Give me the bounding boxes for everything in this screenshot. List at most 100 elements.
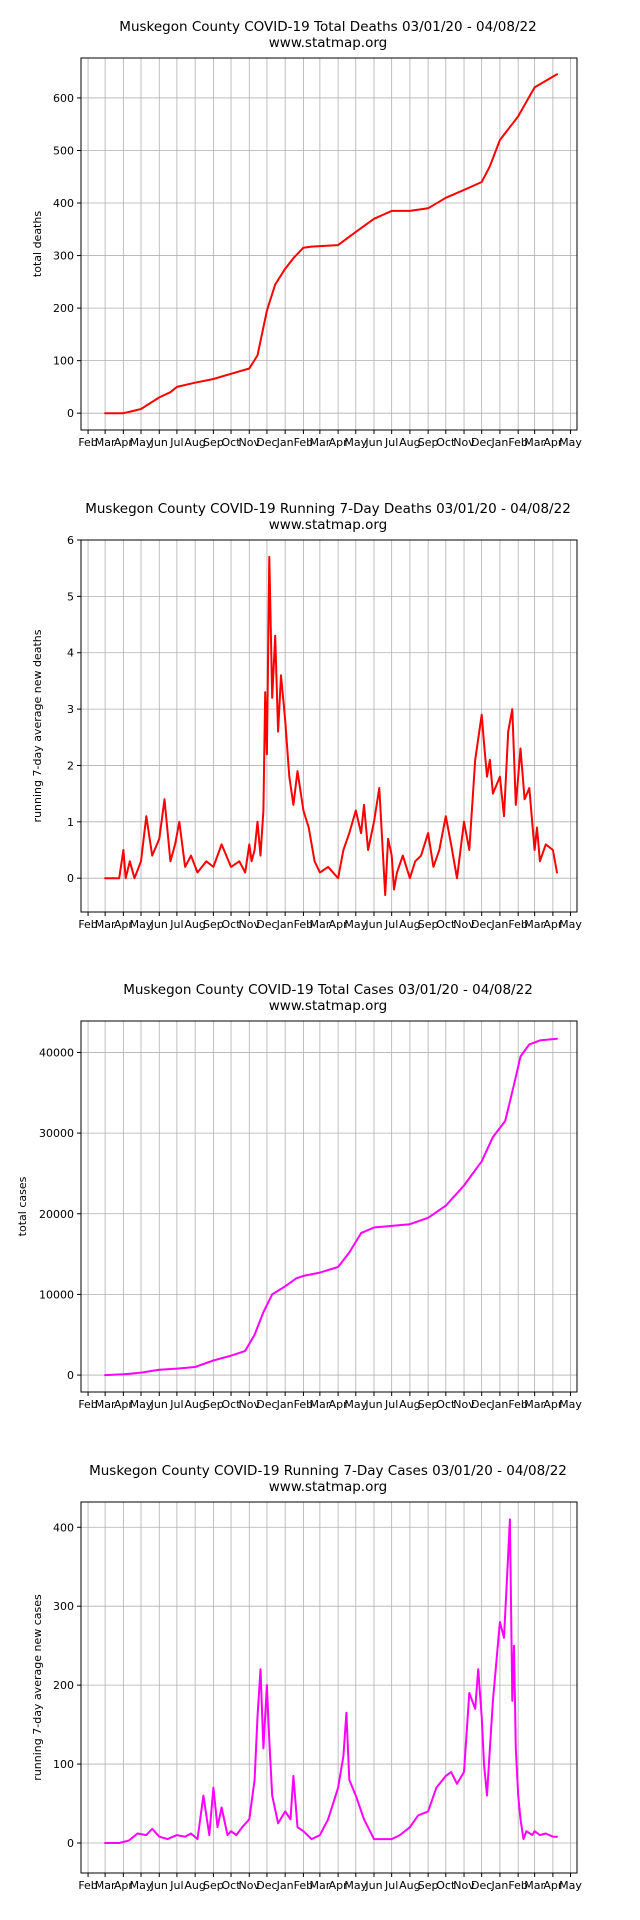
x-tick-label: Apr bbox=[329, 436, 349, 449]
x-tick-label: Nov bbox=[453, 1879, 475, 1892]
chart-panel-4: Muskegon County COVID-19 Running 7-Day C… bbox=[31, 1463, 582, 1892]
x-tick-label: Oct bbox=[222, 1879, 242, 1892]
x-tick-label: May bbox=[130, 1398, 153, 1411]
x-tick-label: May bbox=[130, 436, 153, 449]
x-tick-label: Oct bbox=[222, 918, 242, 931]
y-tick-label: 4 bbox=[67, 647, 74, 660]
series-line bbox=[104, 1518, 558, 1844]
x-tick-label: Aug bbox=[399, 436, 420, 449]
x-tick-label: Jan bbox=[276, 918, 294, 931]
x-tick-label: Apr bbox=[543, 918, 563, 931]
chart-title: Muskegon County COVID-19 Total Cases 03/… bbox=[123, 982, 533, 998]
x-tick-label: Mar bbox=[95, 1398, 116, 1411]
x-tick-label: Jul bbox=[384, 1879, 398, 1892]
x-tick-label: Jan bbox=[276, 1879, 294, 1892]
x-tick-label: Nov bbox=[239, 918, 261, 931]
plot-frame bbox=[80, 539, 578, 913]
x-tick-label: Jun bbox=[150, 1879, 168, 1892]
x-tick-label: Sep bbox=[203, 436, 224, 449]
x-tick-label: Apr bbox=[329, 1879, 349, 1892]
x-tick-label: Nov bbox=[453, 918, 475, 931]
plot-frame bbox=[80, 1501, 578, 1874]
x-tick-label: Aug bbox=[399, 1879, 420, 1892]
chart-panel-1: Muskegon County COVID-19 Total Deaths 03… bbox=[31, 19, 582, 449]
chart-title: Muskegon County COVID-19 Total Deaths 03… bbox=[119, 19, 536, 35]
y-tick-label: 0 bbox=[67, 1369, 74, 1382]
chart-panel-3: Muskegon County COVID-19 Total Cases 03/… bbox=[16, 982, 582, 1411]
y-tick-label: 300 bbox=[53, 250, 74, 263]
x-tick-label: Oct bbox=[436, 1879, 456, 1892]
x-tick-label: Nov bbox=[239, 436, 261, 449]
x-tick-label: Mar bbox=[524, 1879, 545, 1892]
x-tick-label: Jul bbox=[169, 436, 183, 449]
x-tick-label: May bbox=[559, 1879, 582, 1892]
y-tick-label: 6 bbox=[67, 534, 74, 547]
chart-subtitle: www.statmap.org bbox=[269, 998, 388, 1014]
x-tick-label: Jun bbox=[364, 1879, 382, 1892]
x-tick-label: Apr bbox=[543, 436, 563, 449]
y-tick-label: 200 bbox=[53, 302, 74, 315]
x-tick-label: Dec bbox=[471, 918, 492, 931]
x-tick-label: Mar bbox=[309, 1879, 330, 1892]
x-tick-label: Mar bbox=[309, 436, 330, 449]
chart-subtitle: www.statmap.org bbox=[269, 35, 388, 51]
y-axis-label: total cases bbox=[16, 1176, 29, 1236]
x-tick-label: Aug bbox=[184, 1879, 205, 1892]
series-line bbox=[104, 73, 558, 415]
x-tick-label: Mar bbox=[524, 1398, 545, 1411]
x-tick-label: Feb bbox=[508, 918, 527, 931]
chart-panel-2: Muskegon County COVID-19 Running 7-Day D… bbox=[31, 501, 582, 931]
x-tick-label: Mar bbox=[95, 1879, 116, 1892]
y-tick-label: 5 bbox=[67, 590, 74, 603]
y-tick-label: 0 bbox=[67, 407, 74, 420]
x-tick-label: Mar bbox=[524, 918, 545, 931]
x-tick-label: Apr bbox=[114, 918, 134, 931]
y-tick-label: 200 bbox=[53, 1679, 74, 1692]
y-tick-label: 0 bbox=[67, 1837, 74, 1850]
x-tick-label: Jun bbox=[150, 1398, 168, 1411]
x-tick-label: Feb bbox=[508, 436, 527, 449]
x-tick-label: Mar bbox=[524, 436, 545, 449]
y-tick-label: 100 bbox=[53, 355, 74, 368]
x-tick-label: Jul bbox=[384, 1398, 398, 1411]
y-tick-label: 100 bbox=[53, 1758, 74, 1771]
x-tick-label: Nov bbox=[453, 1398, 475, 1411]
y-tick-label: 30000 bbox=[39, 1127, 74, 1140]
x-tick-label: Feb bbox=[294, 918, 313, 931]
x-tick-label: May bbox=[344, 918, 367, 931]
x-tick-label: Sep bbox=[418, 436, 439, 449]
x-tick-label: May bbox=[130, 1879, 153, 1892]
x-tick-label: Feb bbox=[78, 1879, 97, 1892]
x-tick-label: Jun bbox=[150, 436, 168, 449]
x-tick-label: Dec bbox=[256, 436, 277, 449]
x-tick-label: May bbox=[559, 436, 582, 449]
x-tick-label: Oct bbox=[436, 436, 456, 449]
x-tick-label: Aug bbox=[399, 1398, 420, 1411]
x-tick-label: Apr bbox=[543, 1398, 563, 1411]
y-tick-label: 300 bbox=[53, 1600, 74, 1613]
x-tick-label: Sep bbox=[418, 918, 439, 931]
x-tick-label: Feb bbox=[78, 1398, 97, 1411]
y-tick-label: 1 bbox=[67, 816, 74, 829]
x-tick-label: Aug bbox=[184, 1398, 205, 1411]
x-tick-label: Oct bbox=[436, 918, 456, 931]
x-tick-label: Mar bbox=[309, 1398, 330, 1411]
series-line bbox=[104, 1037, 558, 1377]
x-tick-label: Jan bbox=[490, 1879, 508, 1892]
y-tick-label: 400 bbox=[53, 197, 74, 210]
x-tick-label: Feb bbox=[294, 1398, 313, 1411]
x-tick-label: Dec bbox=[256, 1398, 277, 1411]
x-tick-label: Feb bbox=[78, 918, 97, 931]
plot-frame bbox=[80, 57, 578, 431]
x-tick-label: Jun bbox=[364, 1398, 382, 1411]
x-tick-label: Oct bbox=[222, 1398, 242, 1411]
x-tick-label: May bbox=[344, 436, 367, 449]
x-tick-label: Feb bbox=[78, 436, 97, 449]
x-tick-label: Jan bbox=[276, 1398, 294, 1411]
x-tick-label: Aug bbox=[399, 918, 420, 931]
y-tick-label: 2 bbox=[67, 759, 74, 772]
x-tick-label: May bbox=[559, 918, 582, 931]
x-tick-label: Dec bbox=[471, 1879, 492, 1892]
x-tick-label: Jan bbox=[490, 918, 508, 931]
